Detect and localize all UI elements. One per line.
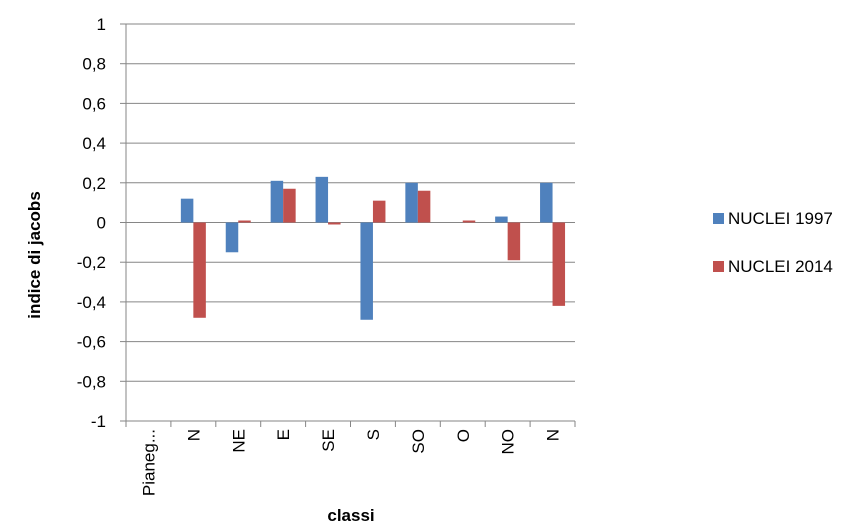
bar bbox=[405, 182, 418, 223]
bar bbox=[270, 180, 284, 223]
x-tick-label: N bbox=[184, 429, 203, 441]
legend-swatch bbox=[713, 261, 724, 272]
bar bbox=[540, 182, 553, 223]
x-tick-label: O bbox=[454, 429, 473, 442]
bar bbox=[462, 220, 476, 223]
y-tick-label: -0,4 bbox=[77, 293, 106, 312]
bars bbox=[180, 176, 566, 320]
bar bbox=[552, 222, 566, 306]
y-tick-label: 0,6 bbox=[82, 94, 106, 113]
x-tick-label: N bbox=[544, 429, 563, 441]
y-axis-label: indice di jacobs bbox=[25, 191, 44, 319]
x-tick-label: SO bbox=[409, 429, 428, 454]
y-tick-label: 0,4 bbox=[82, 134, 106, 153]
x-tick-label: SE bbox=[319, 429, 338, 452]
legend-label: NUCLEI 1997 bbox=[728, 209, 833, 228]
legend: NUCLEI 1997 NUCLEI 2014 bbox=[713, 209, 833, 276]
bar bbox=[225, 222, 239, 253]
y-tick-label: -0,6 bbox=[77, 333, 106, 352]
bar bbox=[495, 216, 508, 223]
legend-label: NUCLEI 2014 bbox=[728, 257, 833, 276]
y-tick-label: -0,2 bbox=[77, 253, 106, 272]
bar bbox=[193, 222, 206, 318]
bar bbox=[507, 222, 521, 261]
bar bbox=[180, 198, 194, 223]
bar bbox=[372, 200, 386, 223]
y-tick-label: -1 bbox=[91, 412, 106, 431]
bar bbox=[238, 220, 251, 223]
x-tick-label: Pianeg... bbox=[139, 429, 158, 496]
axes: 1 0,8 0,6 0,4 0,2 0 -0,2 -0,4 -0,6 -0,8 -1 Pianeg..… bbox=[77, 15, 576, 496]
bar bbox=[360, 222, 373, 320]
y-tick-label: 0,2 bbox=[82, 174, 106, 193]
y-tick-label: 1 bbox=[97, 15, 106, 34]
bar bbox=[283, 188, 296, 223]
x-tick-label: E bbox=[274, 429, 293, 440]
y-tick-label: 0,8 bbox=[82, 55, 106, 74]
bar bbox=[315, 176, 329, 223]
y-tick-label: -0,8 bbox=[77, 372, 106, 391]
x-tick-label: NE bbox=[229, 429, 248, 453]
bar bbox=[328, 222, 341, 225]
x-tick-label: S bbox=[364, 429, 383, 440]
x-axis-label: classi bbox=[327, 506, 374, 525]
y-tick-label: 0 bbox=[97, 214, 106, 233]
bar bbox=[417, 190, 431, 223]
x-tick-label: NO bbox=[499, 429, 518, 455]
legend-swatch bbox=[713, 213, 724, 224]
